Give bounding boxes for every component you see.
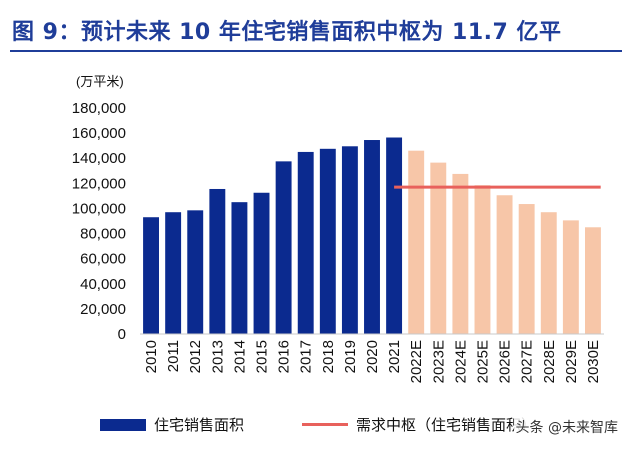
y-tick-label: 120,000 (72, 175, 126, 192)
y-tick-label: 180,000 (72, 100, 126, 117)
x-tick-label: 2028E (541, 340, 558, 383)
y-tick-label: 100,000 (72, 200, 126, 217)
y-tick-label: 140,000 (72, 150, 126, 167)
y-unit-label: (万平米) (76, 74, 124, 89)
x-tick-label: 2025E (474, 340, 491, 383)
legend-label-demand: 需求中枢（住宅销售面积） (356, 416, 537, 434)
x-tick-label: 2010 (143, 340, 160, 373)
bar-2020 (364, 140, 380, 334)
x-tick-label: 2023E (430, 340, 447, 383)
bar-2024E (452, 173, 469, 334)
x-tick-label: 2018 (320, 340, 337, 373)
bar-2013 (209, 188, 226, 334)
legend-swatch-line (302, 423, 348, 426)
x-tick-label: 2027E (519, 340, 536, 383)
x-tick-label: 2015 (254, 340, 271, 373)
y-tick-label: 40,000 (80, 276, 126, 293)
y-tick-label: 0 (118, 326, 126, 343)
x-tick-label: 2011 (165, 340, 182, 372)
y-tick-label: 80,000 (80, 226, 126, 243)
legend-item-sales: 住宅销售面积 (100, 414, 244, 435)
chart-title: 图 9：预计未来 10 年住宅销售面积中枢为 11.7 亿平 (12, 20, 562, 45)
bar-2022E (408, 150, 425, 334)
x-tick-label: 2020 (364, 340, 381, 373)
x-tick-label: 2016 (276, 340, 293, 373)
bar-2021 (386, 137, 403, 334)
x-axis-labels: 2010 2011 2012 2013 2014 2015 2016 2017 2018 2019… (143, 340, 602, 383)
legend: 住宅销售面积 需求中枢（住宅销售面积） (100, 414, 620, 440)
legend-label-sales: 住宅销售面积 (154, 416, 245, 434)
x-tick-label: 2026E (497, 340, 514, 383)
bar-2014 (231, 202, 248, 334)
x-tick-label: 2019 (342, 340, 359, 373)
bar-2011 (165, 212, 182, 334)
x-tick-label: 2013 (209, 340, 226, 373)
title-underline (10, 50, 622, 52)
bar-2018 (319, 148, 336, 334)
bar-2023E (430, 162, 447, 334)
watermark: 头条 @未来智库 (513, 417, 620, 437)
bar-2015 (253, 192, 270, 334)
bar-2025E (474, 185, 491, 334)
x-tick-label: 2021 (386, 340, 403, 373)
bar-2030E (585, 227, 601, 334)
x-tick-label: 2029E (563, 340, 580, 383)
bar-2012 (187, 210, 204, 334)
x-tick-label: 2012 (187, 340, 204, 373)
bar-2029E (562, 220, 579, 334)
y-tick-label: 160,000 (72, 125, 126, 142)
bar-2026E (496, 195, 513, 334)
y-tick-label: 60,000 (80, 251, 126, 268)
y-axis: 0 20,000 40,000 60,000 80,000 100,000 120,000 1… (72, 100, 126, 343)
x-tick-label: 2014 (231, 340, 248, 373)
chart: (万平米) 0 20,000 40,000 60,000 80,000 100,000 12… (72, 74, 604, 383)
x-tick-label: 2022E (408, 340, 425, 383)
y-tick-label: 20,000 (80, 301, 126, 318)
bar-2027E (518, 204, 535, 334)
bar-2016 (275, 161, 292, 334)
legend-item-demand: 需求中枢（住宅销售面积） (302, 414, 536, 435)
x-tick-label: 2024E (452, 340, 469, 383)
bar-2010 (143, 217, 159, 334)
bar-2017 (297, 151, 314, 334)
bar-2019 (341, 146, 358, 334)
bar-2028E (540, 212, 557, 334)
x-tick-label: 2017 (298, 340, 315, 373)
x-tick-label: 2030E (585, 340, 602, 383)
legend-swatch-bar (100, 418, 146, 431)
bar-series (140, 137, 604, 335)
